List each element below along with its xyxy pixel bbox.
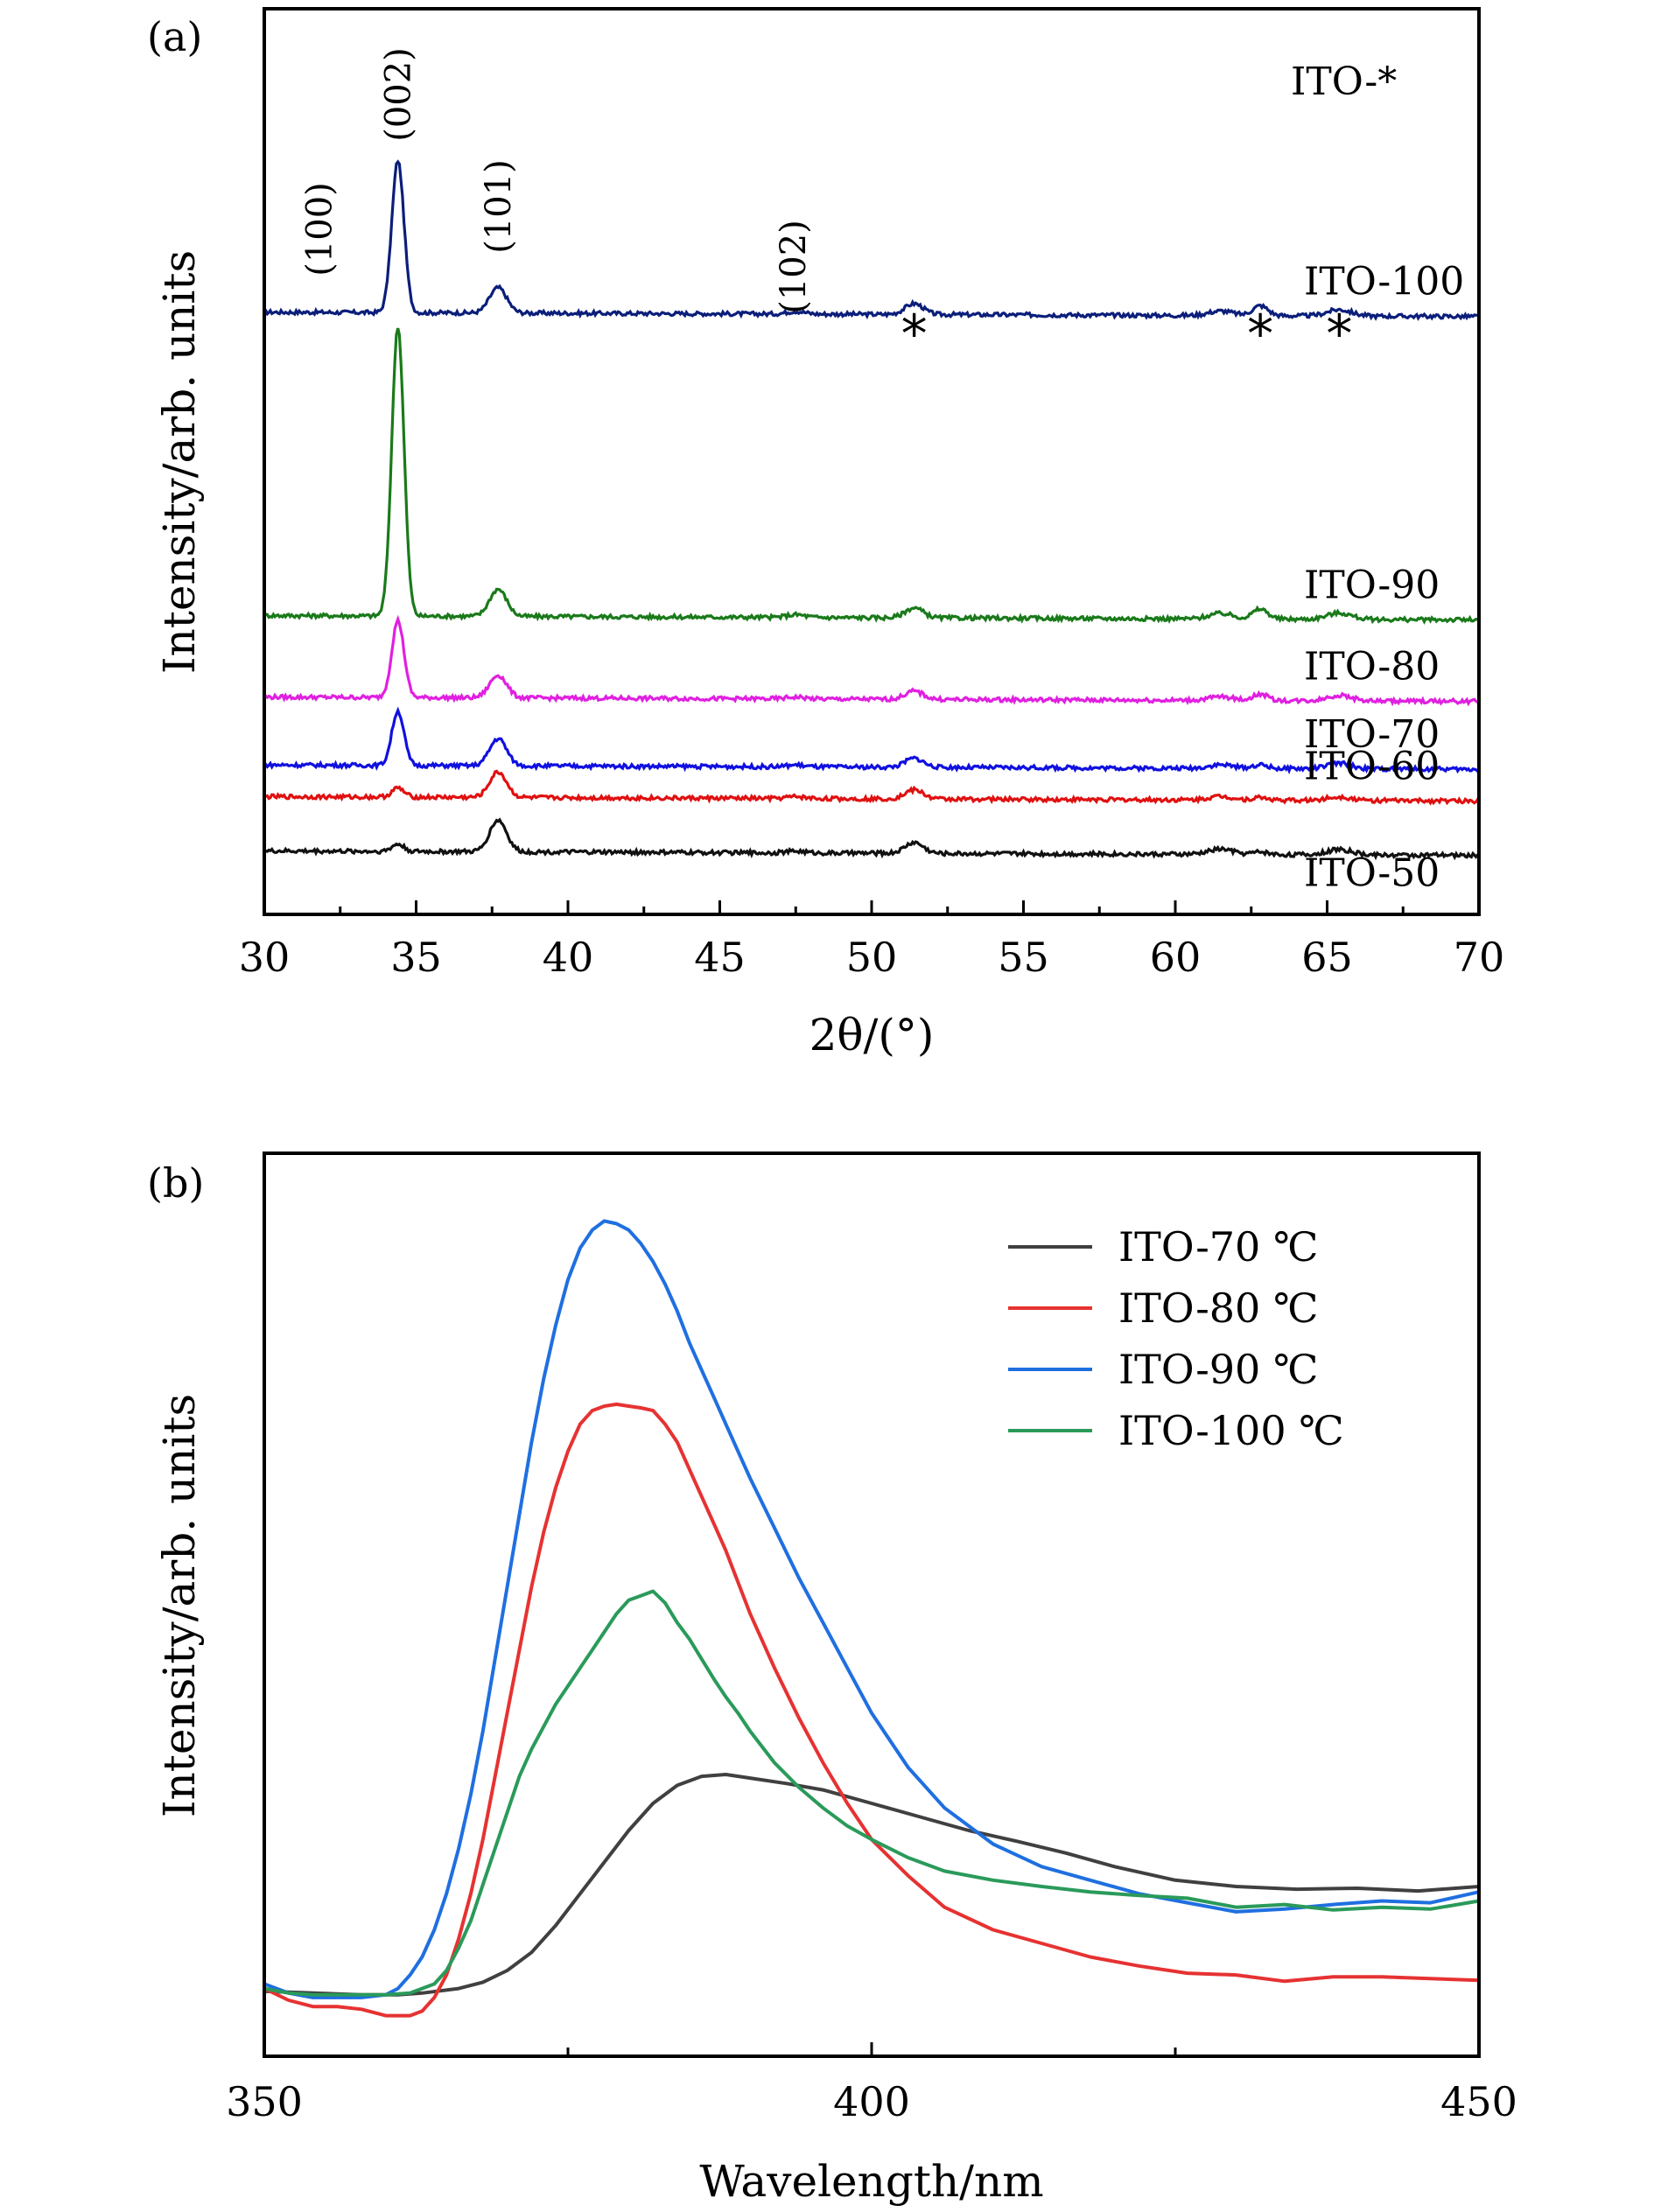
x-tick-label: 60 xyxy=(1150,934,1202,981)
series-line-ito-100 xyxy=(263,159,1480,321)
x-tick-label: 35 xyxy=(390,934,442,981)
series-line-ito-70 xyxy=(263,706,1480,775)
series-label-ito-60: ITO-60 xyxy=(1304,744,1440,788)
x-tick-label: 40 xyxy=(543,934,594,981)
peak-label-002: (002) xyxy=(379,47,419,142)
panel-b-series-group xyxy=(263,1219,1480,2018)
panel-b-legend: ITO-70 ℃ ITO-80 ℃ ITO-90 ℃ ITO-100 ℃ xyxy=(1008,1223,1344,1454)
series-label-ito-50: ITO-50 xyxy=(1304,851,1440,896)
x-tick-label: 30 xyxy=(239,934,291,981)
series-line-ito-50 xyxy=(263,817,1480,861)
series-line-ito-80- xyxy=(263,1402,1480,2018)
legend-label: ITO-70 ℃ xyxy=(1118,1223,1318,1270)
series-line-ito-70- xyxy=(263,1773,1480,1997)
star-marker: * xyxy=(901,304,928,365)
x-tick-label: 450 xyxy=(1440,2078,1517,2125)
peak-label-100: (100) xyxy=(299,182,340,276)
legend-label: ITO-90 ℃ xyxy=(1118,1346,1318,1393)
series-line-ito-60 xyxy=(263,769,1481,806)
panel-a-frame xyxy=(263,7,1481,916)
series-line-ito-80 xyxy=(263,614,1480,707)
panel-a-x-axis: 30 35 40 45 50 55 60 65 70 xyxy=(239,900,1505,981)
series-label-ito-80: ITO-80 xyxy=(1304,645,1440,690)
panel-a-label: (a) xyxy=(147,13,202,60)
panel-a-legend-title: ITO-* xyxy=(1291,60,1397,104)
x-tick-label: 65 xyxy=(1301,934,1353,981)
legend-label: ITO-80 ℃ xyxy=(1118,1284,1318,1332)
x-tick-label: 55 xyxy=(998,934,1049,981)
series-line-ito-90 xyxy=(263,327,1481,625)
x-tick-label: 50 xyxy=(846,934,898,981)
x-tick-label: 45 xyxy=(694,934,746,981)
peak-label-102: (102) xyxy=(774,220,814,314)
x-tick-label: 70 xyxy=(1454,934,1505,981)
series-label-ito-100: ITO-100 xyxy=(1304,260,1464,304)
series-line-ito-90- xyxy=(263,1219,1480,1999)
star-marker: * xyxy=(1247,304,1273,365)
panel-b-x-axis: 350 400 450 xyxy=(226,2042,1517,2125)
panel-b-y-title: Intensity/arb. units xyxy=(154,1394,205,1817)
x-tick-label: 400 xyxy=(833,2078,910,2125)
legend-label: ITO-100 ℃ xyxy=(1118,1407,1344,1454)
series-line-ito-100- xyxy=(263,1589,1480,1997)
series-label-ito-90: ITO-90 xyxy=(1304,563,1440,607)
panel-b-label: (b) xyxy=(147,1159,204,1207)
panel-a-annotations: (100) (002) (101) (102) * * * xyxy=(299,47,1352,365)
series-label-ito-70: ITO-70 xyxy=(1304,712,1440,757)
x-tick-label: 350 xyxy=(226,2078,303,2125)
panel-a-y-title: Intensity/arb. units xyxy=(154,250,205,674)
panel-a-x-title: 2θ/(°) xyxy=(809,1010,935,1060)
panel-b-x-title: Wavelength/nm xyxy=(699,2156,1043,2207)
peak-label-101: (101) xyxy=(479,159,519,254)
star-marker: * xyxy=(1326,304,1352,365)
